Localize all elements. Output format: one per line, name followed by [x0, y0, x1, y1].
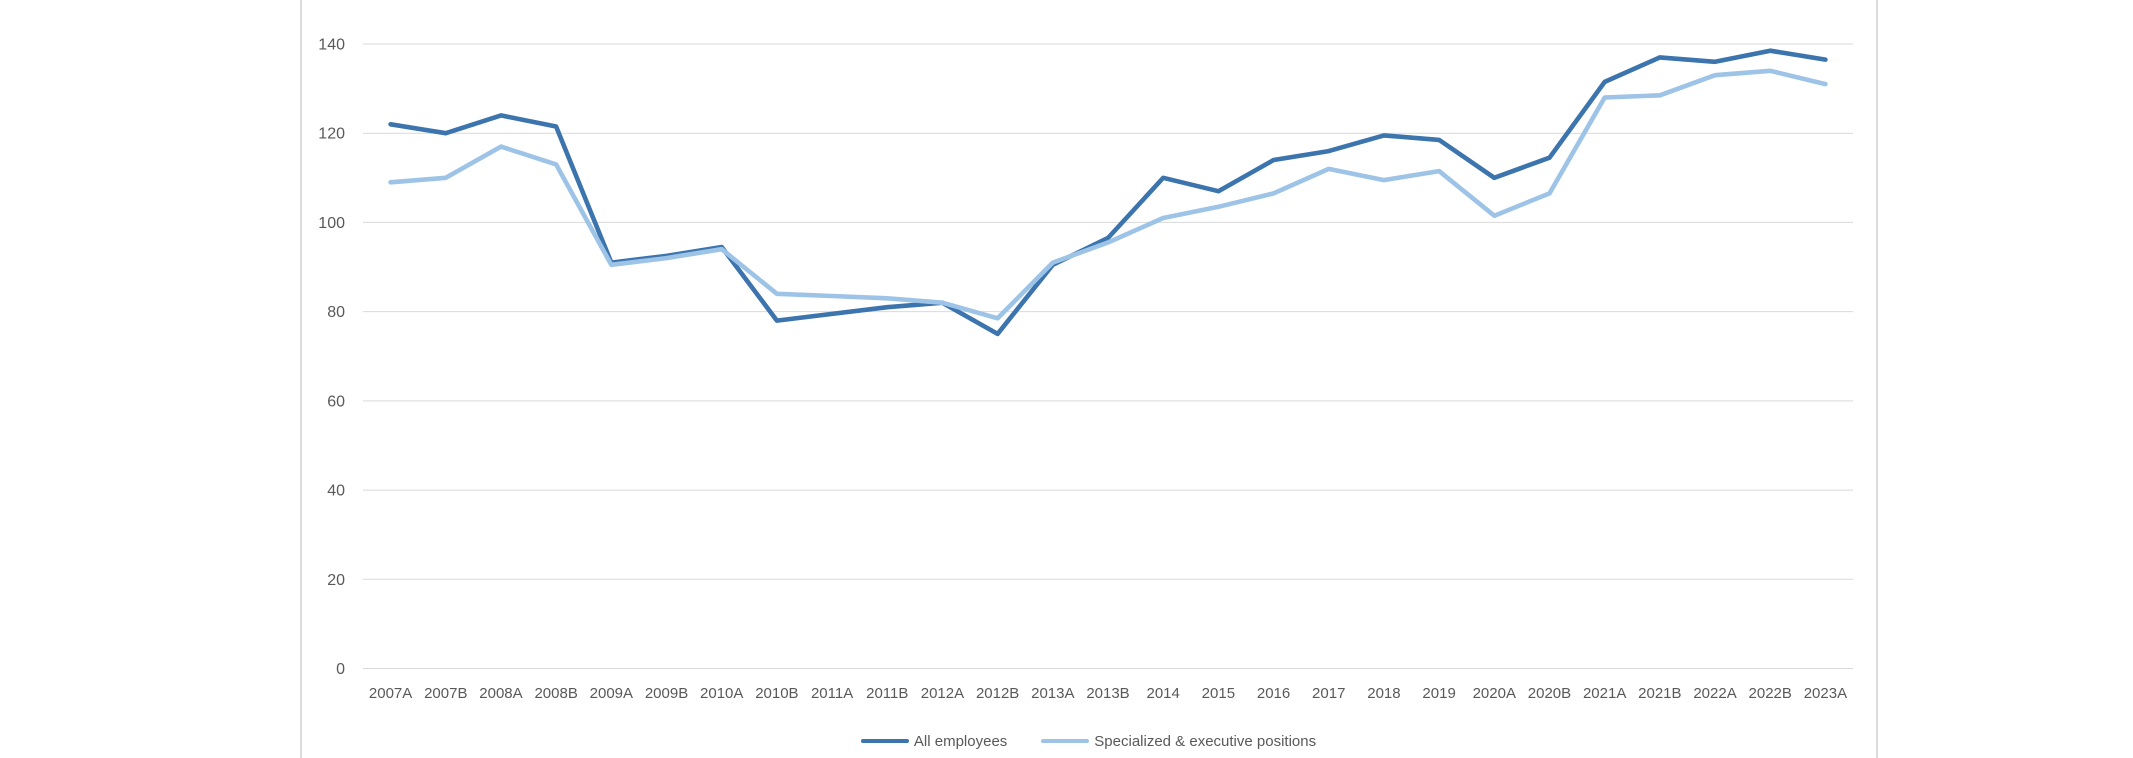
legend-label-all-employees: All employees	[913, 732, 1008, 750]
y-axis-tick-label: 60	[327, 393, 345, 410]
chart-legend: All employees Specialized & executive po…	[301, 728, 1876, 754]
y-axis-tick-label: 80	[327, 304, 345, 321]
x-axis-tick-label: 2009B	[645, 685, 688, 702]
x-axis-tick-label: 2011A	[811, 685, 853, 702]
y-axis-tick-label: 20	[327, 572, 345, 589]
x-axis-tick-label: 2023A	[1804, 685, 1847, 702]
x-axis-tick-label: 2016	[1257, 685, 1290, 702]
x-axis-tick-label: 2010A	[700, 685, 743, 702]
y-axis-tick-label: 0	[336, 661, 345, 678]
x-axis-tick-label: 2015	[1202, 685, 1235, 702]
y-axis-tick-label: 40	[327, 483, 345, 500]
x-axis-tick-label: 2008B	[534, 685, 577, 702]
x-axis-tick-label: 2012A	[921, 685, 964, 702]
x-axis-tick-label: 2021B	[1638, 685, 1681, 702]
legend-swatch-specialized-executive	[1041, 738, 1090, 744]
x-axis-tick-label: 2009A	[590, 685, 633, 702]
x-axis-tick-label: 2012B	[976, 685, 1019, 702]
series-line-specialized-executive-positions	[388, 68, 1828, 321]
x-axis-tick-label: 2022A	[1693, 685, 1736, 702]
y-axis-tick-label: 100	[318, 215, 345, 232]
panel-border-right	[1876, 0, 1878, 758]
x-axis-tick-label: 2020B	[1528, 685, 1571, 702]
x-axis-tick-label: 2007A	[369, 685, 412, 702]
x-axis-tick-label: 2022B	[1749, 685, 1792, 702]
panel-border-left	[300, 0, 302, 758]
x-axis-tick-label: 2007B	[424, 685, 467, 702]
x-axis-tick-label: 2021A	[1583, 685, 1626, 702]
legend-swatch-all-employees	[860, 738, 909, 744]
x-axis-tick-label: 2013B	[1086, 685, 1129, 702]
x-axis-tick-label: 2020A	[1473, 685, 1516, 702]
y-axis-tick-label: 120	[318, 126, 345, 143]
x-axis-tick-label: 2019	[1422, 685, 1455, 702]
x-axis-tick-label: 2010B	[755, 685, 798, 702]
legend-label-specialized-executive: Specialized & executive positions	[1094, 732, 1317, 750]
x-axis-tick-label: 2008A	[479, 685, 522, 702]
legend-item-all-employees[interactable]: All employees	[860, 732, 1008, 750]
legend-item-specialized-executive[interactable]: Specialized & executive positions	[1041, 733, 1316, 750]
series-line-all-employees	[388, 48, 1828, 337]
x-axis-tick-label: 2017	[1312, 685, 1345, 702]
x-axis-tick-label: 2011B	[866, 685, 908, 702]
x-axis-tick-label: 2013A	[1031, 685, 1074, 702]
y-axis-tick-label: 140	[318, 37, 345, 54]
x-axis-tick-label: 2018	[1367, 685, 1400, 702]
x-axis-tick-label: 2014	[1146, 685, 1179, 702]
